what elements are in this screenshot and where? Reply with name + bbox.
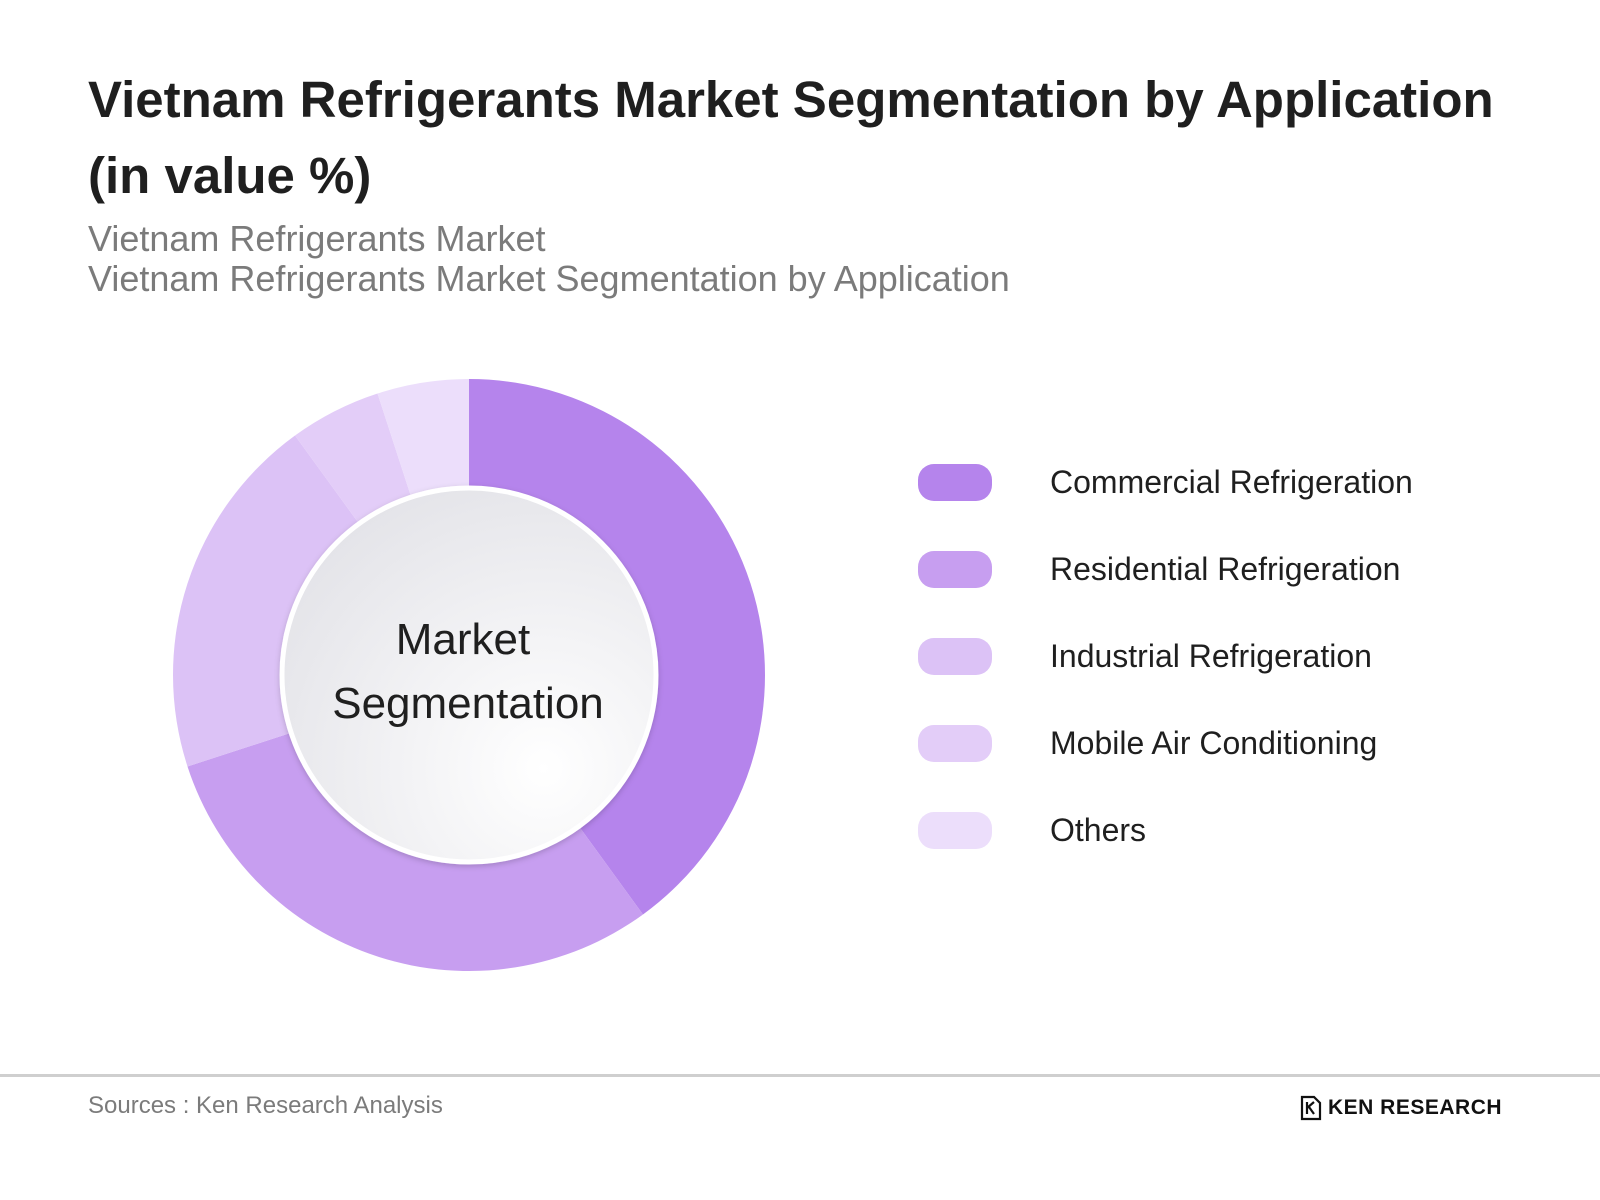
donut-slice-residential-refrigeration: [187, 732, 643, 972]
footer-divider: [0, 1074, 1600, 1077]
donut-slice-commercial-refrigeration: [469, 379, 766, 915]
donut-center-disc: [279, 485, 659, 865]
donut-center-label-line2: Segmentation: [332, 679, 604, 728]
ken-research-logo: KEN RESEARCH: [1300, 1094, 1502, 1122]
legend-swatch: [918, 812, 992, 849]
legend-swatch: [918, 638, 992, 675]
legend-label: Industrial Refrigeration: [1050, 638, 1372, 674]
source-note: Sources : Ken Research Analysis: [88, 1092, 443, 1119]
legend-item-others: Others: [918, 810, 1558, 897]
donut-chart: Market Segmentation: [173, 379, 766, 972]
legend-swatch: [918, 551, 992, 588]
legend-item-commercial-refrigeration: Commercial Refrigeration: [918, 462, 1558, 549]
legend-item-industrial-refrigeration: Industrial Refrigeration: [918, 636, 1558, 723]
donut-slice-mobile-air-conditioning: [295, 393, 412, 524]
legend-item-mobile-air-conditioning: Mobile Air Conditioning: [918, 723, 1558, 810]
legend-swatch: [918, 464, 992, 501]
chart-legend: Commercial Refrigeration Residential Refr…: [918, 462, 1558, 897]
chart-title: Vietnam Refrigerants Market Segmentation…: [88, 71, 1494, 204]
ken-research-logo-text: KEN RESEARCH: [1328, 1096, 1503, 1119]
ken-research-logo-icon: [1300, 1095, 1322, 1121]
legend-label: Commercial Refrigeration: [1050, 464, 1413, 500]
donut-slice-others: [377, 379, 469, 498]
legend-label: Others: [1050, 812, 1147, 848]
legend-item-residential-refrigeration: Residential Refrigeration: [918, 549, 1558, 636]
donut-slice-industrial-refrigeration: [173, 435, 360, 767]
donut-center-label-line1: Market: [396, 615, 530, 664]
donut-slices: [173, 379, 766, 972]
chart-subtitle-segmentation: Vietnam Refrigerants Market Segmentation…: [88, 258, 1010, 299]
legend-swatch: [918, 725, 992, 762]
legend-label: Mobile Air Conditioning: [1050, 725, 1378, 761]
legend-label: Residential Refrigeration: [1050, 551, 1401, 587]
chart-subtitle-market: Vietnam Refrigerants Market: [88, 218, 546, 259]
